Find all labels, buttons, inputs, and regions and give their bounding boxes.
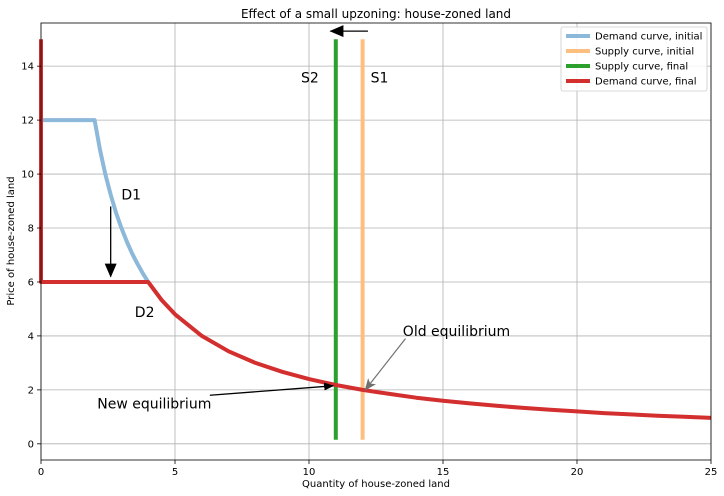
legend-entry-label: Demand curve, final [595,77,697,88]
x-tick-label: 10 [303,467,316,478]
x-tick-label: 0 [38,467,44,478]
annotations-layer: S2 S1 D1 D2 Old equilibrium New equilibrium [97,70,510,412]
x-tick-label: 20 [571,467,584,478]
x-tick-label: 15 [437,467,450,478]
plot-frame [40,22,712,461]
new-equilibrium-arrow [209,382,335,396]
x-tick-label: 5 [172,467,178,478]
y-tick-label: 12 [21,116,34,127]
x-axis-label: Quantity of house-zoned land [302,479,450,490]
annotation-old-equilibrium: Old equilibrium [403,324,510,340]
arrows-layer [104,25,406,396]
annotation-s1: S1 [371,70,389,86]
legend-entry-label: Supply curve, final [595,62,688,73]
chart-title: Effect of a small upzoning: house-zoned … [241,7,511,21]
y-axis-label: Price of house-zoned land [6,176,17,305]
legend: Demand curve, initial Supply curve, initi… [560,26,708,92]
annotation-d2: D2 [135,305,155,321]
y-tick-label: 6 [28,277,34,288]
y-tick-label: 8 [28,224,34,235]
y-tick-label: 10 [21,170,34,181]
old-equilibrium-arrow [364,338,406,391]
y-tick-label: 2 [28,385,34,396]
annotation-s2: S2 [301,70,319,86]
annotation-new-equilibrium: New equilibrium [97,397,211,413]
legend-entry-label: Demand curve, initial [595,32,702,43]
series-layer [39,39,712,440]
y-tick-label: 14 [21,62,34,73]
x-ticks: 0 5 10 15 20 25 [38,460,718,478]
y-tick-label: 4 [28,331,34,342]
y-tick-label: 0 [28,439,34,450]
series-line-demand-curve-initial [41,118,150,284]
series-line-demand-curve-final [39,39,712,420]
annotation-d1: D1 [121,188,141,204]
y-ticks: 0 2 4 6 8 10 12 14 [21,62,41,450]
legend-frame [560,26,708,92]
legend-entry-label: Supply curve, initial [595,47,694,58]
x-tick-label: 25 [705,467,718,478]
